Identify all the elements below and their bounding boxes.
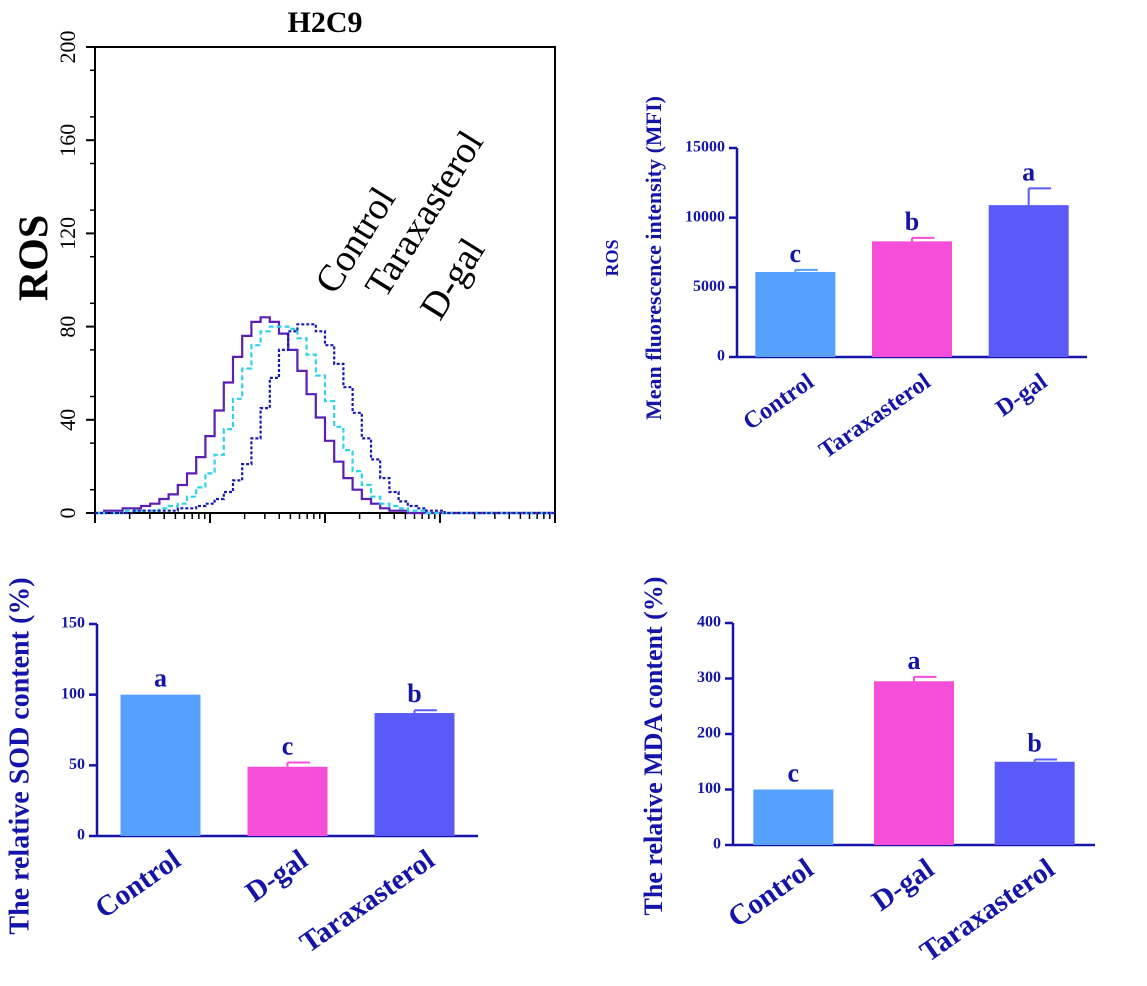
category-label: Taraxasterol	[815, 368, 936, 464]
significance-letter: b	[407, 679, 421, 708]
y-tick-label: 100	[61, 685, 85, 702]
chart-title: H2C9	[288, 6, 363, 39]
bar-taraxasterol	[994, 761, 1075, 845]
bar-control	[120, 694, 201, 836]
y-tick-label: 100	[697, 780, 721, 797]
y-axis-label: ROS	[12, 215, 58, 301]
y-tick-label: 160	[55, 124, 80, 157]
y-tick-label: 10000	[685, 208, 725, 225]
significance-letter: c	[790, 239, 802, 268]
significance-letter: a	[1022, 157, 1035, 186]
y-tick-label: 0	[55, 508, 80, 519]
y-tick-label: 50	[69, 756, 85, 773]
significance-letter: c	[788, 759, 800, 788]
y-tick-label: 300	[697, 669, 721, 686]
category-label: Taraxasterol	[294, 844, 440, 960]
bar-taraxasterol	[872, 241, 952, 357]
y-axis-label: The relative SOD content (%)	[4, 577, 35, 934]
significance-letter: a	[154, 664, 167, 693]
y-tick-label: 120	[55, 217, 80, 250]
y-tick-label: 0	[77, 827, 85, 844]
y-tick-label: 0	[713, 836, 721, 853]
sod-panel: 0 50 100 150 a Control c D-gal b Taraxasterol The …	[4, 577, 478, 959]
y-tick-label: 5000	[693, 278, 725, 295]
significance-letter: b	[1027, 729, 1041, 758]
bar-taraxasterol	[374, 713, 455, 836]
bar-control	[755, 272, 836, 357]
series-line-control	[95, 316, 555, 515]
y-tick-label: 0	[717, 348, 725, 365]
category-label: Control	[722, 853, 819, 934]
y-axis-label: The relative MDA content (%)	[639, 577, 668, 916]
y-tick-label: 200	[55, 31, 80, 64]
category-label: D-gal	[991, 368, 1052, 422]
y-tick-label: 200	[697, 725, 721, 742]
series-line-d-gal	[95, 323, 555, 515]
category-label: Control	[89, 844, 186, 925]
category-label: Taraxasterol	[914, 853, 1060, 969]
y-tick-label: 15000	[685, 139, 725, 156]
y-axis-label-secondary: Mean fluorescence intensity (MFI)	[641, 96, 666, 420]
bar-d-gal	[874, 681, 954, 845]
bar-d-gal	[988, 205, 1069, 357]
significance-letter: c	[282, 732, 294, 761]
category-label: D-gal	[240, 844, 314, 909]
mda-panel: 0 100 200 300 400 c Control a D-gal b Taraxasterol…	[639, 577, 1095, 969]
bar-control	[753, 789, 834, 845]
y-tick-label: 150	[61, 615, 85, 632]
y-tick-label: 400	[697, 614, 721, 631]
significance-letter: a	[908, 646, 921, 675]
bar-d-gal	[247, 766, 328, 836]
y-axis-label: ROS	[602, 239, 622, 276]
series-line-taraxasterol	[95, 325, 555, 515]
y-tick-label: 40	[55, 409, 80, 431]
y-tick-label: 80	[55, 316, 80, 338]
significance-letter: b	[905, 207, 919, 236]
category-label: Control	[739, 368, 819, 435]
ros-mfi-panel: 0 5000 10000 15000 c Control b Taraxasterol a D-g…	[602, 96, 1087, 464]
category-label: D-gal	[866, 853, 940, 918]
